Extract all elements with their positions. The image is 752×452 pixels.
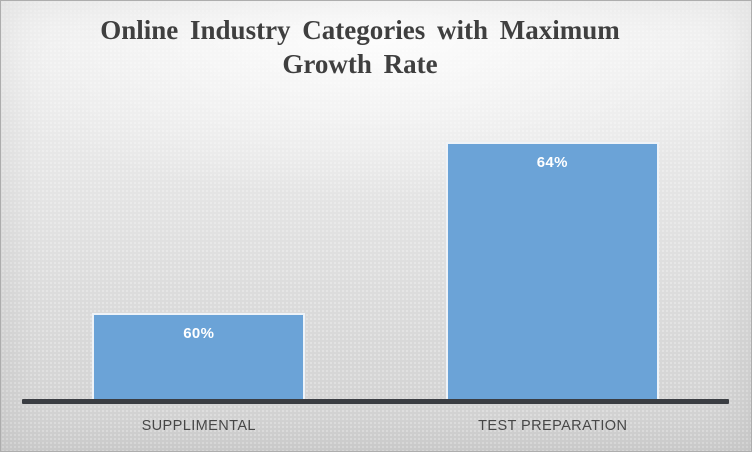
category-label-test-preparation: TEST PREPARATION <box>477 417 627 434</box>
chart-title: Online Industry Categories with Maximum … <box>100 15 620 79</box>
category-cell-supplimental: 60% <box>22 99 376 399</box>
data-label-supplimental: 60% <box>183 325 215 342</box>
x-axis-line <box>22 399 729 404</box>
x-axis-category-labels: SUPPLIMENTAL TEST PREPARATION <box>22 417 729 434</box>
bar-supplimental: 60% <box>92 313 306 399</box>
bar-test-preparation: 64% <box>445 142 659 399</box>
category-label-supplimental: SUPPLIMENTAL <box>141 417 256 434</box>
data-label-test-preparation: 64% <box>536 154 568 171</box>
plot-area: 60% 64% <box>22 99 729 399</box>
category-cell-test-preparation: 64% <box>376 99 730 399</box>
